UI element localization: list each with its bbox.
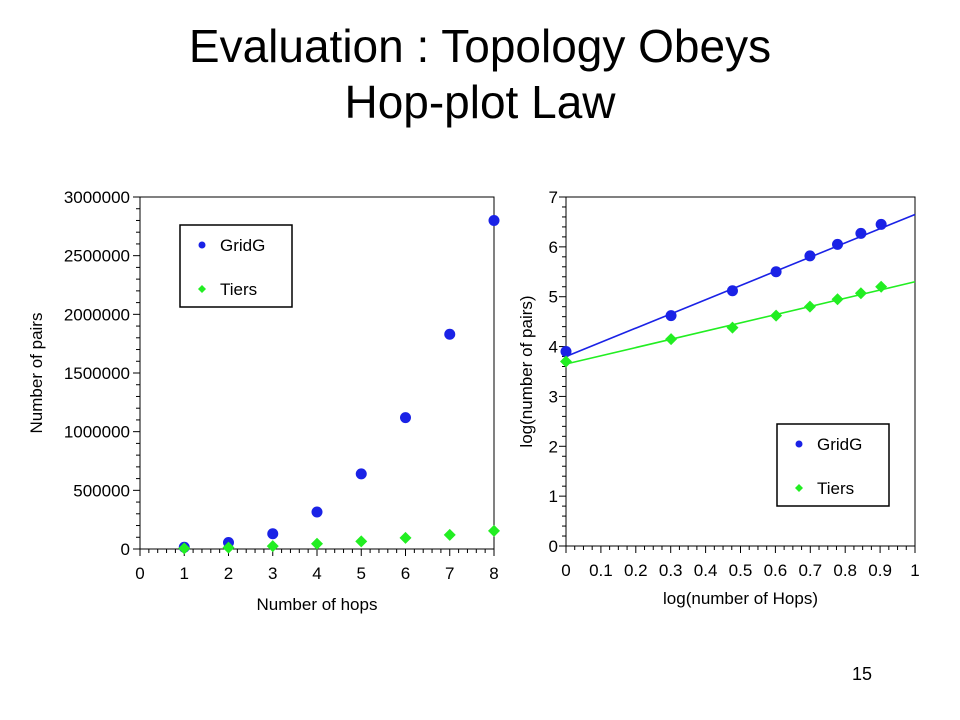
x-tick-label: 1 — [910, 561, 919, 580]
legend-marker-gridg — [198, 241, 206, 249]
x-tick-label: 0.3 — [659, 561, 683, 580]
data-point-tiers — [803, 300, 816, 313]
y-tick-label: 500000 — [73, 481, 130, 500]
x-tick-label: 0 — [135, 564, 144, 583]
legend-label-gridg: GridG — [220, 236, 265, 255]
y-axis-title: Number of pairs — [27, 313, 46, 434]
legend-box — [179, 224, 293, 308]
y-tick-label: 2 — [549, 437, 558, 456]
data-point-tiers — [311, 537, 323, 550]
x-tick-label: 7 — [445, 564, 454, 583]
data-point-tiers — [355, 535, 368, 548]
x-tick-label: 0 — [561, 561, 570, 580]
data-point-gridg — [355, 468, 367, 480]
chart-2: 0 0.1 0.2 0.3 0.4 0.5 0.6 0.7 0.8 0.9 1 0 1 2 3 4 5 6 7 log… — [517, 188, 920, 608]
x-tick-label: 5 — [357, 564, 366, 583]
y-tick-label: 4 — [549, 338, 558, 357]
y-tick-label: 0 — [549, 537, 558, 556]
chart-1: 0 1 2 3 4 5 6 7 8 0 500000 1000000 1500000 2000000 250… — [27, 188, 500, 614]
data-point-tiers — [266, 540, 279, 553]
y-tick-label: 1500000 — [64, 364, 130, 383]
data-point-gridg — [726, 285, 738, 297]
data-point-gridg — [400, 412, 411, 424]
series-gridg — [178, 214, 500, 553]
slide-number: 15 — [852, 664, 873, 684]
y-tick-label: 0 — [121, 540, 130, 559]
x-axis-title: Number of hops — [257, 595, 378, 614]
fit-line-gridg — [565, 213, 916, 358]
y-tick-label: 2500000 — [64, 247, 130, 266]
x-tick-label: 0.7 — [798, 561, 822, 580]
x-tick-label: 6 — [401, 564, 410, 583]
data-point-tiers — [399, 531, 412, 544]
x-tick-label: 0.1 — [589, 561, 613, 580]
data-point-tiers — [222, 541, 235, 554]
data-point-tiers — [488, 524, 500, 537]
data-point-tiers — [726, 321, 739, 334]
legend-box — [776, 423, 890, 507]
data-point-gridg — [832, 238, 844, 250]
data-point-tiers — [178, 542, 191, 555]
legend: GridG Tiers — [179, 224, 293, 308]
y-tick-label: 5 — [549, 288, 558, 307]
x-tick-label: 0.6 — [764, 561, 788, 580]
x-tick-label: 4 — [312, 564, 321, 583]
data-point-tiers — [770, 309, 783, 322]
data-point-gridg — [444, 328, 456, 340]
series-tiers — [178, 524, 500, 555]
data-point-gridg — [488, 214, 500, 226]
x-tick-label: 3 — [268, 564, 277, 583]
legend-label-tiers: Tiers — [817, 479, 854, 498]
x-tick-label: 0.9 — [868, 561, 892, 580]
y-tick-label: 1000000 — [64, 423, 130, 442]
slide-title: Evaluation : Topology Obeys Hop-plot Law — [0, 18, 960, 130]
legend-marker-tiers — [795, 484, 803, 492]
data-point-gridg — [311, 506, 323, 518]
x-tick-label: 1 — [180, 564, 189, 583]
data-point-tiers — [854, 287, 867, 300]
legend-marker-gridg — [795, 440, 803, 448]
x-tick-label: 2 — [224, 564, 233, 583]
y-tick-label: 3000000 — [64, 188, 130, 207]
data-point-gridg — [770, 266, 782, 278]
legend-label-gridg: GridG — [817, 435, 862, 454]
data-point-gridg — [804, 250, 816, 262]
y-tick-label: 6 — [549, 238, 558, 257]
data-point-tiers — [665, 333, 678, 346]
series-gridg — [560, 213, 916, 358]
y-tick-label: 1 — [549, 487, 558, 506]
legend-marker-tiers — [198, 285, 206, 293]
data-point-tiers — [875, 280, 888, 293]
y-tick-label: 2000000 — [64, 305, 130, 324]
data-point-tiers — [560, 355, 572, 368]
data-point-gridg — [855, 227, 867, 239]
slide-title-line2: Hop-plot Law — [344, 76, 616, 128]
x-tick-label: 8 — [489, 564, 498, 583]
fit-line-tiers — [565, 280, 916, 365]
legend: GridG Tiers — [776, 423, 890, 507]
data-point-tiers — [443, 528, 456, 541]
data-point-tiers — [831, 293, 844, 306]
y-tick-label: 7 — [549, 188, 558, 207]
y-axis-title: log(number of pairs) — [517, 295, 536, 447]
x-tick-label: 0.2 — [624, 561, 648, 580]
x-tick-label: 0.8 — [833, 561, 857, 580]
x-tick-label: 0.5 — [729, 561, 753, 580]
x-tick-label: 0.4 — [694, 561, 718, 580]
data-point-gridg — [665, 310, 677, 322]
series-tiers — [560, 280, 916, 368]
slide-title-line1: Evaluation : Topology Obeys — [188, 20, 772, 72]
data-point-gridg — [267, 528, 279, 540]
legend-label-tiers: Tiers — [220, 280, 257, 299]
y-tick-label: 3 — [549, 387, 558, 406]
data-point-gridg — [875, 218, 887, 230]
x-axis-title: log(number of Hops) — [663, 589, 818, 608]
data-point-gridg — [560, 346, 572, 358]
